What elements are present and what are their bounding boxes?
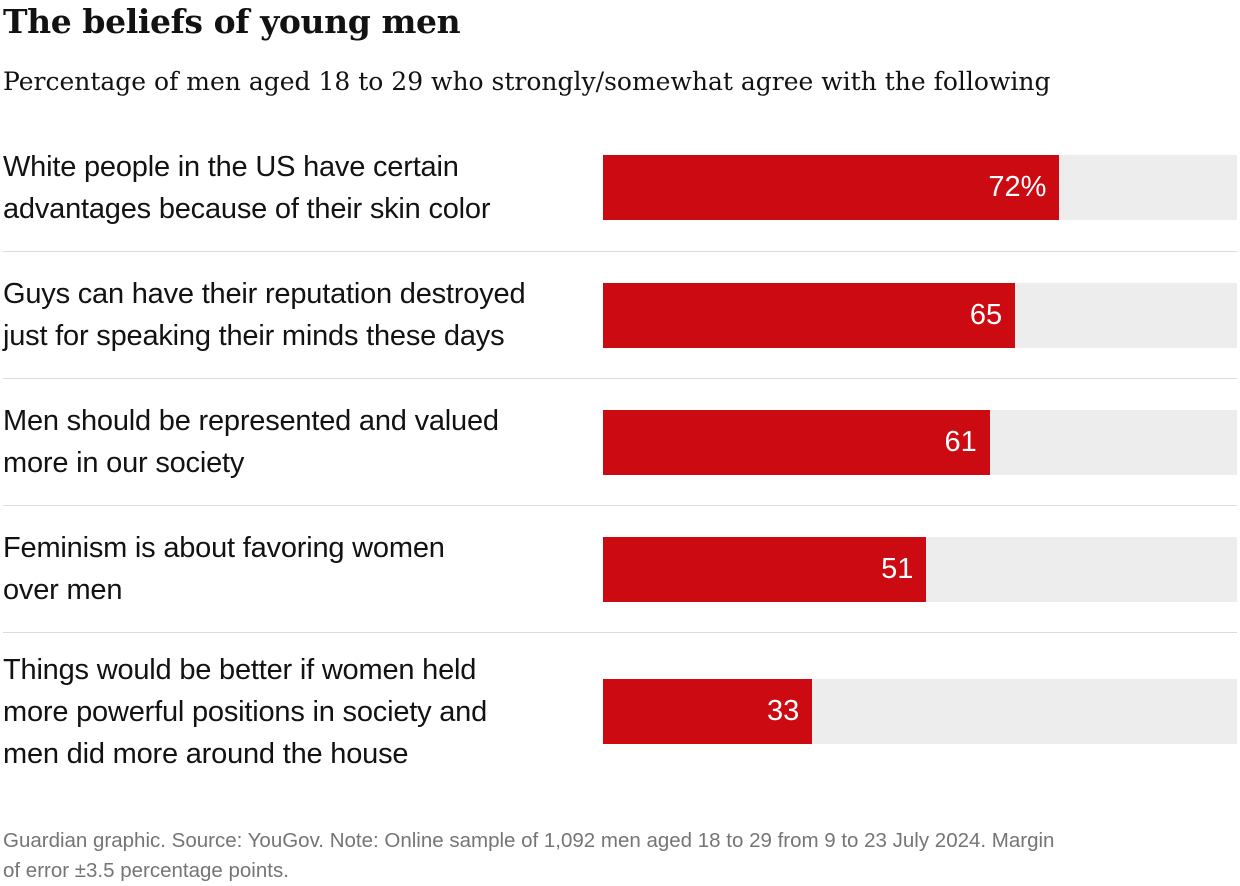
bar-fill: 51 bbox=[603, 536, 927, 602]
bar-value-label: 65 bbox=[969, 298, 1003, 331]
bar-value-label: 72% bbox=[988, 171, 1047, 203]
bar-track: 51 bbox=[603, 536, 1237, 602]
row-label: Guys can have their reputation destroyed… bbox=[3, 278, 526, 352]
bar-fill: 61 bbox=[603, 409, 990, 475]
footer-note: Guardian graphic. Source: YouGov. Note: … bbox=[3, 826, 1237, 886]
row-label: White people in the US have certain adva… bbox=[3, 150, 491, 225]
chart-row: Guys can have their reputation destroyed… bbox=[3, 251, 1237, 378]
bar-fill: 65 bbox=[603, 282, 1016, 348]
bar-track: 65 bbox=[603, 282, 1237, 348]
bar-value-label: 51 bbox=[881, 552, 914, 585]
row-label: Feminism is about favoring women over me… bbox=[3, 532, 445, 606]
page-subtitle: Percentage of men aged 18 to 29 who stro… bbox=[3, 67, 1051, 96]
bar-track: 72% bbox=[603, 155, 1237, 220]
bar-track: 61 bbox=[603, 409, 1237, 475]
row-label: Things would be better if women held mor… bbox=[3, 653, 488, 770]
bar-value-label: 61 bbox=[944, 425, 977, 458]
footer-note-line: Guardian graphic. Source: YouGov. Note: … bbox=[3, 829, 1055, 852]
chart-row: Things would be better if women held mor… bbox=[3, 632, 1237, 790]
chart-row: White people in the US have certain adva… bbox=[3, 124, 1237, 251]
bar-fill: 33 bbox=[603, 679, 813, 744]
footer-note-line: of error ±3.5 percentage points. bbox=[3, 859, 289, 882]
bar-chart: White people in the US have certain adva… bbox=[3, 124, 1237, 790]
page-title: The beliefs of young men bbox=[3, 2, 461, 41]
bar-fill: 72% bbox=[603, 155, 1060, 220]
bar-track: 33 bbox=[603, 679, 1237, 744]
chart-row: Men should be represented and valued mor… bbox=[3, 378, 1237, 505]
chart-row: Feminism is about favoring women over me… bbox=[3, 505, 1237, 632]
bar-value-label: 33 bbox=[766, 695, 800, 727]
row-label: Men should be represented and valued mor… bbox=[3, 405, 499, 479]
